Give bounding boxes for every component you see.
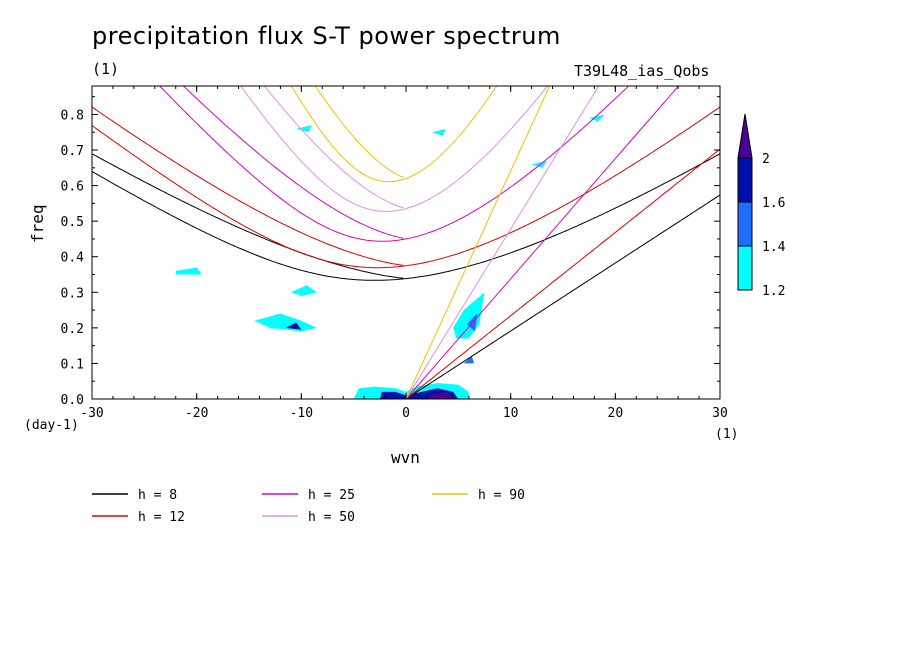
filled-region-7 <box>175 267 202 275</box>
x-tick-label: 10 <box>503 406 519 421</box>
x-tick-label: 30 <box>712 406 728 421</box>
filled-region-3 <box>453 292 485 339</box>
filled-region-9 <box>296 125 312 133</box>
y-tick-label: 0.1 <box>61 357 84 372</box>
filled-region-4 <box>466 313 478 332</box>
colorbar-segment-0 <box>737 245 753 291</box>
colorbar-label: 2 <box>762 152 770 167</box>
y-tick-label: 0.8 <box>61 108 84 123</box>
legend-label-h90: h = 90 <box>478 488 525 503</box>
y-tick-label: 0.6 <box>61 180 84 195</box>
chart-subtitle-right: T39L48_ias_Qobs <box>574 62 710 80</box>
x-axis-unit: (1) <box>715 427 739 442</box>
x-tick-label: -20 <box>185 406 208 421</box>
colorbar-label: 1.4 <box>762 240 786 255</box>
x-tick-label: -10 <box>290 406 313 421</box>
filled-region-2 <box>426 391 454 399</box>
curve-ig1-h90 <box>290 86 498 183</box>
legend-label-h12: h = 12 <box>138 510 185 525</box>
filled-region-6 <box>285 322 302 330</box>
curve-kelvin-h8 <box>405 194 720 399</box>
x-tick-label: 20 <box>608 406 624 421</box>
curve-kelvin-h50 <box>405 86 600 399</box>
legend-label-h25: h = 25 <box>308 488 355 503</box>
curve-kelvin-h90 <box>405 86 551 399</box>
curve-ig1-h50 <box>240 86 549 212</box>
legend: h = 8 h = 12 h = 25 h = 50 h = 90 <box>92 488 525 525</box>
chart-subtitle-left: (1) <box>92 60 120 78</box>
x-axis-label: wvn <box>391 448 420 467</box>
curve-rossby-h12 <box>92 106 404 266</box>
colorbar-segment-2 <box>737 157 753 203</box>
y-tick-label: 0.5 <box>61 215 84 230</box>
dispersion-curves <box>92 86 720 399</box>
filled-regions <box>175 114 605 399</box>
y-tick-label: 0.7 <box>61 144 84 159</box>
colorbar: 1.2 1.4 1.6 2 <box>737 113 786 299</box>
curve-rossby-h25 <box>182 86 404 239</box>
colorbar-segment-1 <box>737 201 753 247</box>
curve-rossby-h8 <box>92 153 404 279</box>
x-tick-label: -30 <box>80 406 103 421</box>
y-tick-label: 0.3 <box>61 286 84 301</box>
curve-ig1-h25 <box>158 86 630 242</box>
plot-axes: -30 -20 -10 0 10 20 30 0.0 0.1 0.2 0.3 0.4 0.5 0.6 0.7… <box>61 85 728 421</box>
y-axis-unit: (day-1) <box>24 418 79 433</box>
filled-region-13 <box>463 356 474 364</box>
chart-title: precipitation flux S-T power spectrum <box>92 22 561 50</box>
curve-ig1-h12 <box>92 106 720 269</box>
curve-ig1-h8 <box>92 153 720 281</box>
filled-region-12 <box>589 114 605 122</box>
legend-label-h50: h = 50 <box>308 510 355 525</box>
colorbar-arrow <box>737 113 753 159</box>
colorbar-label: 1.6 <box>762 196 785 211</box>
colorbar-label: 1.2 <box>762 284 785 299</box>
plot-frame <box>91 85 721 400</box>
curve-rossby-h90 <box>314 86 404 178</box>
curve-kelvin-h25 <box>405 86 680 399</box>
filled-region-11 <box>531 160 548 168</box>
filled-region-8 <box>290 285 317 296</box>
y-tick-label: 0.4 <box>61 251 85 266</box>
legend-label-h8: h = 8 <box>138 488 177 503</box>
y-tick-label: 0.2 <box>61 322 84 337</box>
filled-region-10 <box>432 128 446 136</box>
y-tick-label: 0.0 <box>61 393 84 408</box>
curve-kelvin-h12 <box>405 148 720 399</box>
curve-rossby-h50 <box>263 86 404 209</box>
x-tick-label: 0 <box>402 406 410 421</box>
filled-region-5 <box>254 313 317 332</box>
